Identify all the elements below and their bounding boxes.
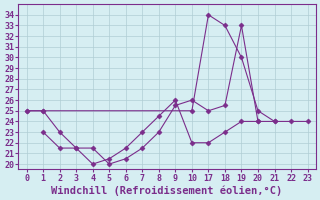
X-axis label: Windchill (Refroidissement éolien,°C): Windchill (Refroidissement éolien,°C) <box>52 185 283 196</box>
